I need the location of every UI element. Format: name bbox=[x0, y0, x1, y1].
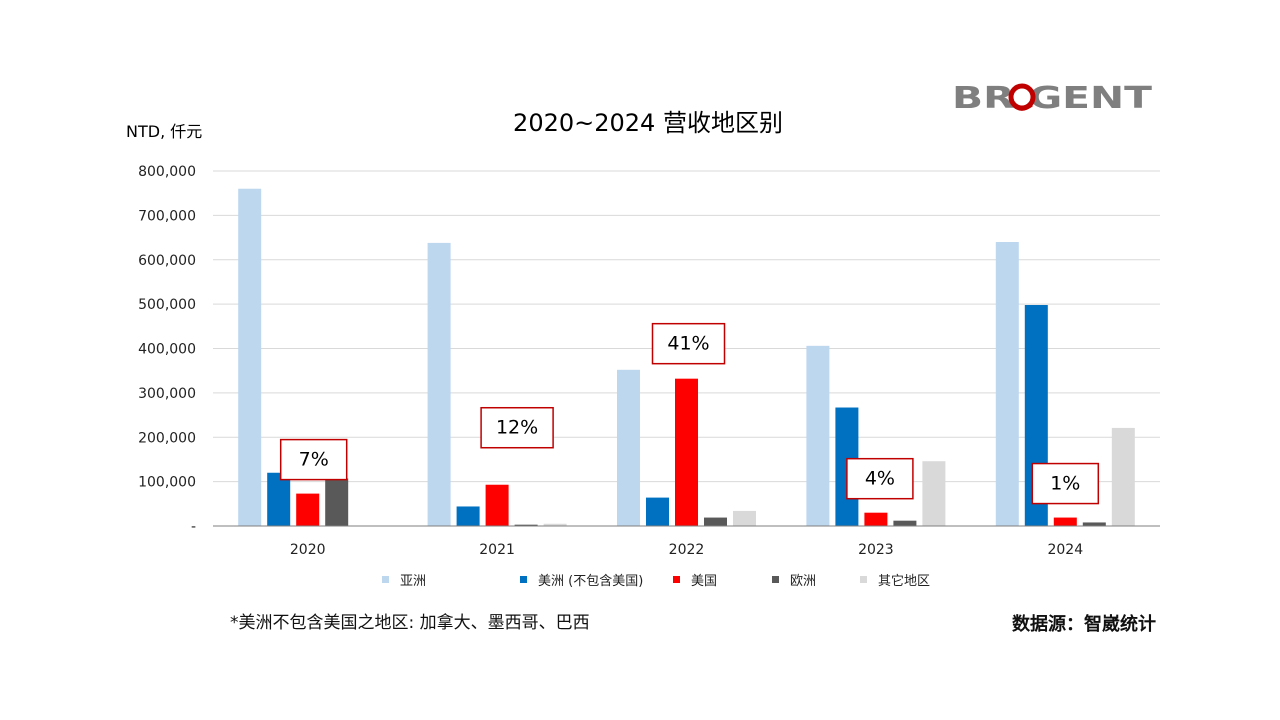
legend-swatch bbox=[860, 576, 867, 583]
annotation-label: 1% bbox=[1050, 473, 1080, 495]
bar-2020-series-3 bbox=[325, 478, 349, 526]
x-tick-label: 2021 bbox=[479, 542, 515, 558]
bar-2024-series-4 bbox=[1111, 427, 1135, 526]
legend-item-usa: 美国 bbox=[673, 570, 717, 589]
y-tick-label: 300,000 bbox=[138, 386, 196, 402]
y-tick-label: 600,000 bbox=[138, 253, 196, 269]
y-tick-label: 500,000 bbox=[138, 297, 196, 313]
bar-2022-series-0 bbox=[617, 369, 640, 526]
annotation-box bbox=[651, 322, 726, 365]
bar-2023-series-2 bbox=[864, 512, 888, 526]
bar-2021-series-0 bbox=[427, 242, 451, 526]
legend-label: 美洲 (不包含美国) bbox=[538, 574, 644, 589]
legend-swatch bbox=[520, 576, 527, 583]
annotation-label: 12% bbox=[496, 417, 538, 439]
y-tick-label: 700,000 bbox=[138, 208, 196, 224]
legend-label: 亚洲 bbox=[400, 574, 427, 589]
legend-label: 美国 bbox=[691, 574, 718, 589]
bar-2021-series-3 bbox=[514, 524, 538, 526]
y-axis-label: NTD, 仟元 bbox=[126, 122, 202, 141]
legend-swatch bbox=[673, 576, 680, 583]
y-tick-label: 800,000 bbox=[138, 164, 196, 180]
legend-label: 欧洲 bbox=[790, 574, 817, 589]
legend-label: 其它地区 bbox=[878, 574, 931, 589]
legend: 亚洲 美洲 (不包含美国) 美国 欧洲 其它地区 bbox=[382, 570, 1022, 590]
x-axis-ticks: 2020 2021 2022 2023 2024 bbox=[290, 542, 1083, 558]
x-tick-label: 2023 bbox=[858, 542, 894, 558]
bar-2023-series-3 bbox=[893, 520, 917, 526]
annotations: 7% 12% 41% 4% 1% bbox=[279, 322, 1100, 505]
y-tick-label: - bbox=[191, 519, 196, 535]
annotation-box bbox=[1031, 462, 1100, 505]
x-tick-label: 2024 bbox=[1047, 542, 1083, 558]
legend-item-asia: 亚洲 bbox=[382, 570, 426, 589]
bar-2021-series-2 bbox=[485, 484, 509, 526]
bar-2020-series-2 bbox=[296, 493, 320, 526]
legend-item-americas: 美洲 (不包含美国) bbox=[520, 570, 643, 589]
annotation-label: 4% bbox=[865, 468, 895, 490]
bar-2021-series-1 bbox=[456, 506, 480, 526]
legend-swatch bbox=[382, 576, 389, 583]
legend-swatch bbox=[772, 576, 779, 583]
annotation-box bbox=[279, 438, 348, 481]
legend-item-other: 其它地区 bbox=[860, 570, 930, 589]
bar-2023-series-0 bbox=[806, 345, 830, 526]
bar-series bbox=[238, 188, 1135, 526]
data-source: 数据源：智崴统计 bbox=[1012, 614, 1156, 635]
bar-2022-series-3 bbox=[704, 517, 727, 526]
bar-2024-series-0 bbox=[995, 242, 1019, 526]
y-axis-ticks: - 100,000 200,000 300,000 400,000 500,000 600,… bbox=[138, 164, 196, 535]
legend-item-europe: 欧洲 bbox=[772, 570, 816, 589]
annotation-label: 7% bbox=[299, 449, 329, 471]
bar-2020-series-1 bbox=[267, 472, 291, 526]
footnote: *美洲不包含美国之地区: 加拿大、墨西哥、巴西 bbox=[230, 613, 590, 633]
bar-2022-series-4 bbox=[733, 510, 756, 526]
svg-text:BR GENT: BR GENT bbox=[952, 81, 1153, 114]
chart-title: 2020~2024 营收地区别 bbox=[513, 109, 783, 137]
x-tick-label: 2020 bbox=[290, 542, 326, 558]
bar-2020-series-0 bbox=[238, 188, 262, 526]
y-tick-label: 200,000 bbox=[138, 430, 196, 446]
annotation-label: 41% bbox=[667, 333, 709, 355]
annotation-box bbox=[846, 457, 914, 500]
y-tick-label: 400,000 bbox=[138, 342, 196, 358]
x-tick-label: 2022 bbox=[669, 542, 705, 558]
bar-2023-series-4 bbox=[922, 461, 946, 526]
bar-2024-series-2 bbox=[1053, 517, 1077, 526]
bar-2021-series-4 bbox=[543, 523, 567, 526]
bar-2024-series-3 bbox=[1082, 522, 1106, 526]
brogent-logo: BR GENT bbox=[952, 81, 1153, 114]
annotation-box bbox=[480, 406, 554, 449]
bar-2022-series-2 bbox=[675, 378, 698, 526]
bar-2022-series-1 bbox=[646, 497, 669, 526]
y-tick-label: 100,000 bbox=[138, 475, 196, 491]
